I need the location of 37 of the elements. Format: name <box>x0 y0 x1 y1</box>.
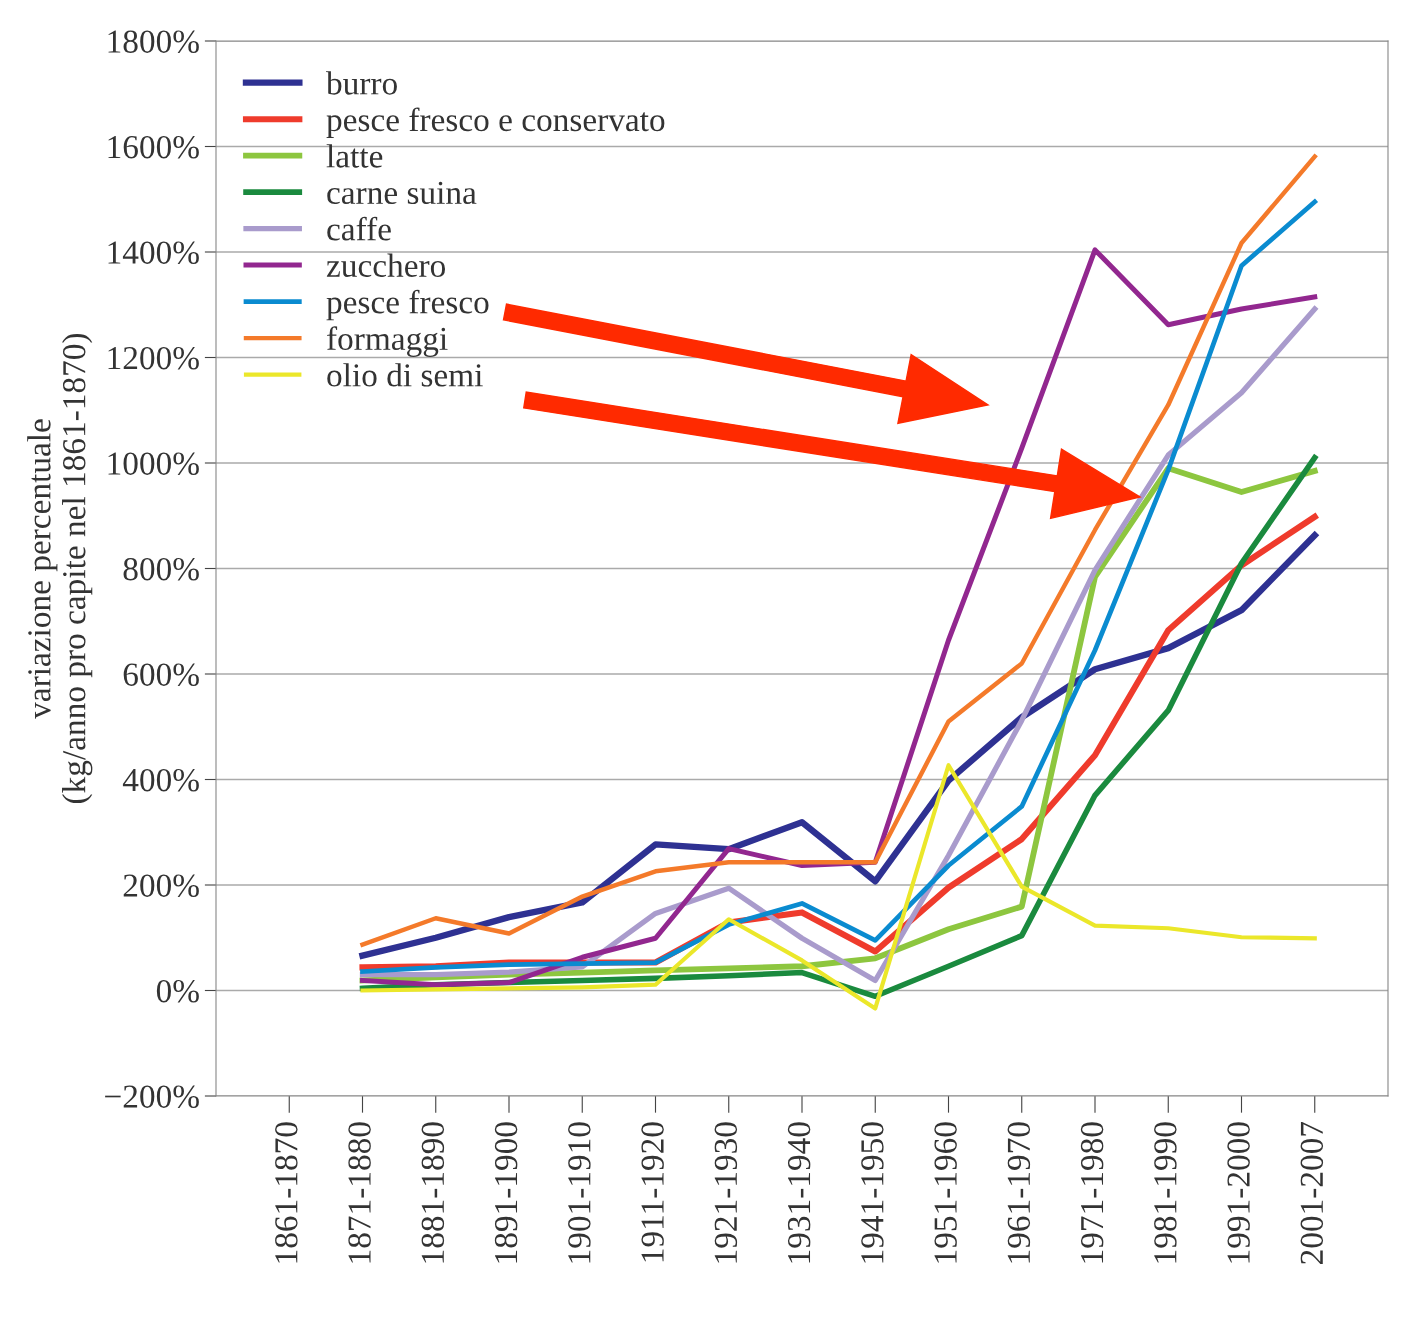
legend-label: pesce fresco <box>326 289 489 321</box>
legend-label: formaggi <box>327 326 448 357</box>
legend-label: zucchero <box>326 253 446 277</box>
y-tick-label: 1200% <box>108 346 199 370</box>
x-tick-label: 1941-1950 <box>861 1122 884 1263</box>
y-tick-label: 1600% <box>108 135 199 159</box>
x-tick-label: 1921-1930 <box>714 1122 738 1263</box>
x-tick-label: 1931-1940 <box>787 1122 811 1263</box>
y-tick-label: 400% <box>122 768 199 792</box>
line-series <box>360 763 1317 1011</box>
x-tick-label: 2001-2007 <box>1300 1121 1324 1264</box>
x-tick-label: 1911-1920 <box>641 1122 664 1262</box>
y-tick-label: 600% <box>123 663 199 686</box>
x-tick-label: 1861-1870 <box>275 1122 298 1263</box>
x-tick-label: 1951-1960 <box>934 1122 957 1263</box>
x-tick-label: 1891-1900 <box>494 1122 518 1263</box>
y-tick-label: 800% <box>123 557 199 581</box>
x-tick-label: 1881-1890 <box>421 1122 445 1263</box>
y-tick-label: 1800% <box>108 30 199 53</box>
x-tick-label: 1991-2000 <box>1227 1122 1250 1263</box>
legend-label: pesce fresco e conservato <box>326 107 665 138</box>
x-tick-label: 1871-1880 <box>348 1122 371 1263</box>
y-tick-label: −200% <box>105 1085 199 1108</box>
y-tick-label: 1400% <box>108 241 199 264</box>
x-tick-label: 1981-1990 <box>1154 1122 1177 1263</box>
y-tick-label: 200% <box>123 874 199 897</box>
legend-label: caffe <box>327 216 391 241</box>
y-tick-label: 0% <box>156 979 199 1003</box>
legend-label: carne suina <box>327 181 477 205</box>
y-axis-title: variazione percentuale (kg/anno pro capite nel 1861-1870) <box>27 333 93 804</box>
legend-label: latte <box>326 144 383 168</box>
legend-label: burro <box>326 71 397 95</box>
x-tick-label: 1971-1980 <box>1080 1122 1104 1263</box>
x-tick-label: 1901-1910 <box>568 1122 591 1263</box>
y-tick-label: 1000% <box>108 452 199 475</box>
legend-label: olio di semi <box>327 363 483 387</box>
x-tick-label: 1961-1970 <box>1007 1122 1031 1263</box>
